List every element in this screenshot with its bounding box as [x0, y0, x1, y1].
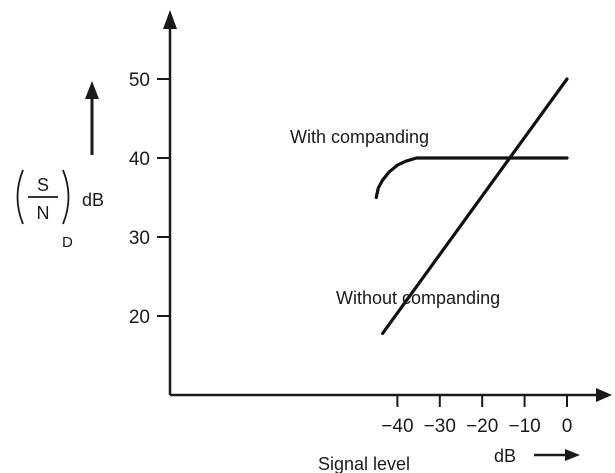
x-axis-unit-arrow [534, 449, 580, 461]
x-tick-label: 0 [562, 416, 573, 437]
series-line-without-companding [381, 77, 569, 335]
y-axis-arrow [163, 10, 177, 29]
y-label-arrow [85, 81, 99, 155]
y-label-numerator: S [37, 175, 49, 195]
y-ticks: 20 30 40 50 [129, 70, 170, 328]
y-label-left-paren [16, 169, 24, 225]
series-label-with-companding: With companding [290, 127, 429, 147]
y-label-unit: dB [82, 190, 104, 210]
y-label-subscript: D [62, 234, 73, 251]
x-tick-label: −20 [466, 416, 498, 437]
x-axis-unit: dB [494, 446, 516, 466]
y-axis-label: S N D dB [16, 81, 104, 251]
y-tick-label: 20 [129, 307, 150, 328]
y-tick-label: 30 [129, 228, 150, 249]
y-label-right-paren [62, 169, 70, 225]
y-tick-label: 50 [129, 70, 150, 91]
x-tick-label: −10 [508, 416, 540, 437]
x-axis-arrow [596, 388, 612, 402]
x-tick-label: −40 [381, 416, 413, 437]
series-lines [374, 77, 569, 335]
x-tick-label: −30 [424, 416, 456, 437]
series-line-with-companding [374, 156, 569, 200]
y-tick-label: 40 [129, 149, 150, 170]
x-ticks: −40 −30 −20 −10 0 [381, 395, 572, 437]
y-label-denominator: N [37, 203, 50, 223]
x-axis-label: Signal level [318, 454, 410, 473]
axes [163, 10, 612, 402]
series-label-without-companding: Without companding [336, 288, 500, 308]
